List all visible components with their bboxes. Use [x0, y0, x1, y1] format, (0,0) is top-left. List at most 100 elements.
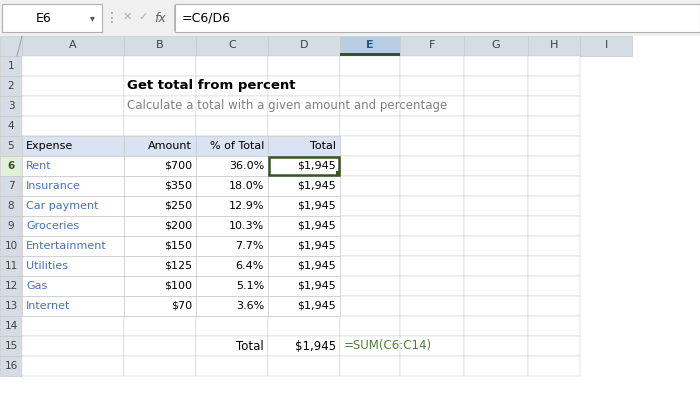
Bar: [124, 276, 196, 296]
Text: 5.1%: 5.1%: [236, 281, 264, 291]
Bar: [268, 76, 340, 96]
Text: 2: 2: [8, 81, 14, 91]
Text: Total: Total: [310, 141, 336, 151]
Bar: [196, 96, 268, 116]
Bar: [2, 4, 102, 32]
Bar: [124, 96, 196, 116]
Text: $1,945: $1,945: [298, 201, 336, 211]
Bar: [464, 276, 528, 296]
Bar: [464, 96, 528, 116]
Bar: [124, 296, 196, 316]
Bar: [22, 116, 124, 136]
Bar: [22, 236, 124, 256]
Bar: [124, 176, 196, 196]
Bar: [22, 256, 124, 276]
Bar: [0, 256, 22, 276]
Text: 1: 1: [8, 61, 14, 71]
Bar: [340, 176, 400, 196]
Bar: [464, 316, 528, 336]
Bar: [268, 256, 340, 276]
Bar: [528, 276, 580, 296]
Bar: [22, 56, 124, 76]
Bar: [124, 176, 196, 196]
Bar: [268, 216, 340, 236]
Bar: [268, 236, 340, 256]
Text: 3: 3: [8, 101, 14, 111]
Bar: [196, 276, 268, 296]
Bar: [196, 216, 268, 236]
Text: $125: $125: [164, 261, 192, 271]
Text: Entertainment: Entertainment: [26, 241, 106, 251]
Text: 6: 6: [8, 161, 15, 171]
Bar: [269, 157, 339, 175]
Text: $350: $350: [164, 181, 192, 191]
Bar: [22, 236, 124, 256]
Bar: [268, 296, 340, 316]
Bar: [196, 316, 268, 336]
Bar: [528, 96, 580, 116]
Bar: [400, 216, 464, 236]
Bar: [464, 136, 528, 156]
Bar: [400, 296, 464, 316]
Bar: [196, 336, 268, 356]
Bar: [124, 296, 196, 316]
Text: $1,945: $1,945: [298, 241, 336, 251]
Bar: [400, 116, 464, 136]
Bar: [464, 336, 528, 356]
Bar: [196, 256, 268, 276]
Bar: [124, 156, 196, 176]
Text: $100: $100: [164, 281, 192, 291]
Bar: [124, 236, 196, 256]
Bar: [0, 156, 22, 176]
Bar: [268, 136, 340, 156]
Text: Car payment: Car payment: [26, 201, 99, 211]
Bar: [0, 196, 22, 216]
Bar: [400, 196, 464, 216]
Bar: [22, 196, 124, 216]
Bar: [22, 36, 124, 56]
Bar: [340, 53, 400, 56]
Bar: [464, 296, 528, 316]
Bar: [124, 236, 196, 256]
Bar: [464, 176, 528, 196]
Text: $1,945: $1,945: [298, 281, 336, 291]
Text: Utilities: Utilities: [26, 261, 68, 271]
Bar: [400, 316, 464, 336]
Bar: [340, 236, 400, 256]
Text: 12: 12: [4, 281, 18, 291]
Bar: [22, 296, 124, 316]
Bar: [0, 56, 22, 76]
Bar: [22, 96, 124, 116]
Text: 16: 16: [4, 361, 18, 371]
Bar: [124, 136, 196, 156]
Bar: [340, 256, 400, 276]
Text: Internet: Internet: [26, 301, 71, 311]
Bar: [196, 156, 268, 176]
Text: Calculate a total with a given amount and percentage: Calculate a total with a given amount an…: [127, 100, 447, 112]
Text: Total: Total: [237, 340, 264, 352]
Text: Gas: Gas: [26, 281, 48, 291]
Bar: [340, 316, 400, 336]
Bar: [340, 136, 400, 156]
Text: ✓: ✓: [139, 12, 148, 22]
Text: 7: 7: [8, 181, 14, 191]
Bar: [0, 236, 22, 256]
Bar: [528, 336, 580, 356]
Bar: [268, 196, 340, 216]
Bar: [268, 136, 340, 156]
Text: ⋮: ⋮: [105, 11, 119, 25]
Bar: [124, 76, 196, 96]
Bar: [196, 196, 268, 216]
Bar: [196, 236, 268, 256]
Bar: [528, 196, 580, 216]
Bar: [268, 336, 340, 356]
Bar: [196, 216, 268, 236]
Bar: [196, 116, 268, 136]
Bar: [340, 36, 400, 56]
Text: D: D: [300, 40, 308, 50]
Bar: [528, 216, 580, 236]
Text: G: G: [491, 40, 500, 50]
Text: $1,945: $1,945: [298, 181, 336, 191]
Bar: [400, 176, 464, 196]
Text: $150: $150: [164, 241, 192, 251]
